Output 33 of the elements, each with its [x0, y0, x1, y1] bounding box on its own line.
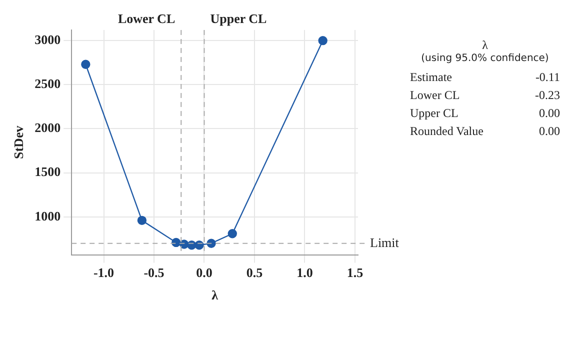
- y-tick-label: 2500: [34, 76, 61, 92]
- point: [206, 238, 216, 248]
- text: Upper CL: [410, 106, 458, 121]
- point: [318, 36, 328, 46]
- y-tick-label: 1500: [34, 164, 61, 180]
- point: [172, 238, 181, 248]
- x-tick-label: 0.0: [196, 264, 212, 280]
- y-tick-label: 2000: [34, 120, 61, 136]
- x-tick-label: 1.5: [346, 264, 364, 280]
- x-axis-title: λ: [212, 288, 219, 303]
- text: -0.23: [535, 88, 560, 103]
- point: [228, 229, 237, 238]
- x-tick-label: 1.0: [296, 264, 313, 280]
- text: -0.11: [535, 70, 560, 85]
- ref-line-label: Upper CL: [210, 10, 268, 26]
- text: λ: [481, 38, 489, 53]
- text: (using 95.0% confidence): [420, 53, 550, 64]
- ref-line-label: Limit: [370, 234, 400, 250]
- y-axis-title: StDev: [11, 125, 26, 160]
- y-tick-label: 3000: [34, 32, 61, 47]
- text: Estimate: [410, 70, 452, 85]
- x-tick-label: -0.5: [144, 264, 165, 280]
- x-tick-label: 0.5: [246, 264, 264, 280]
- point: [194, 240, 204, 250]
- y-tick-label: 1000: [34, 208, 61, 224]
- x-tick-label: -1.0: [93, 264, 114, 280]
- ref-line-label: Lower CL: [118, 10, 176, 26]
- text: Lower CL: [410, 88, 460, 103]
- point: [81, 60, 90, 69]
- point: [137, 216, 147, 226]
- text: Rounded Value: [410, 124, 484, 139]
- text: 0.00: [539, 124, 560, 139]
- text: 0.00: [539, 106, 560, 121]
